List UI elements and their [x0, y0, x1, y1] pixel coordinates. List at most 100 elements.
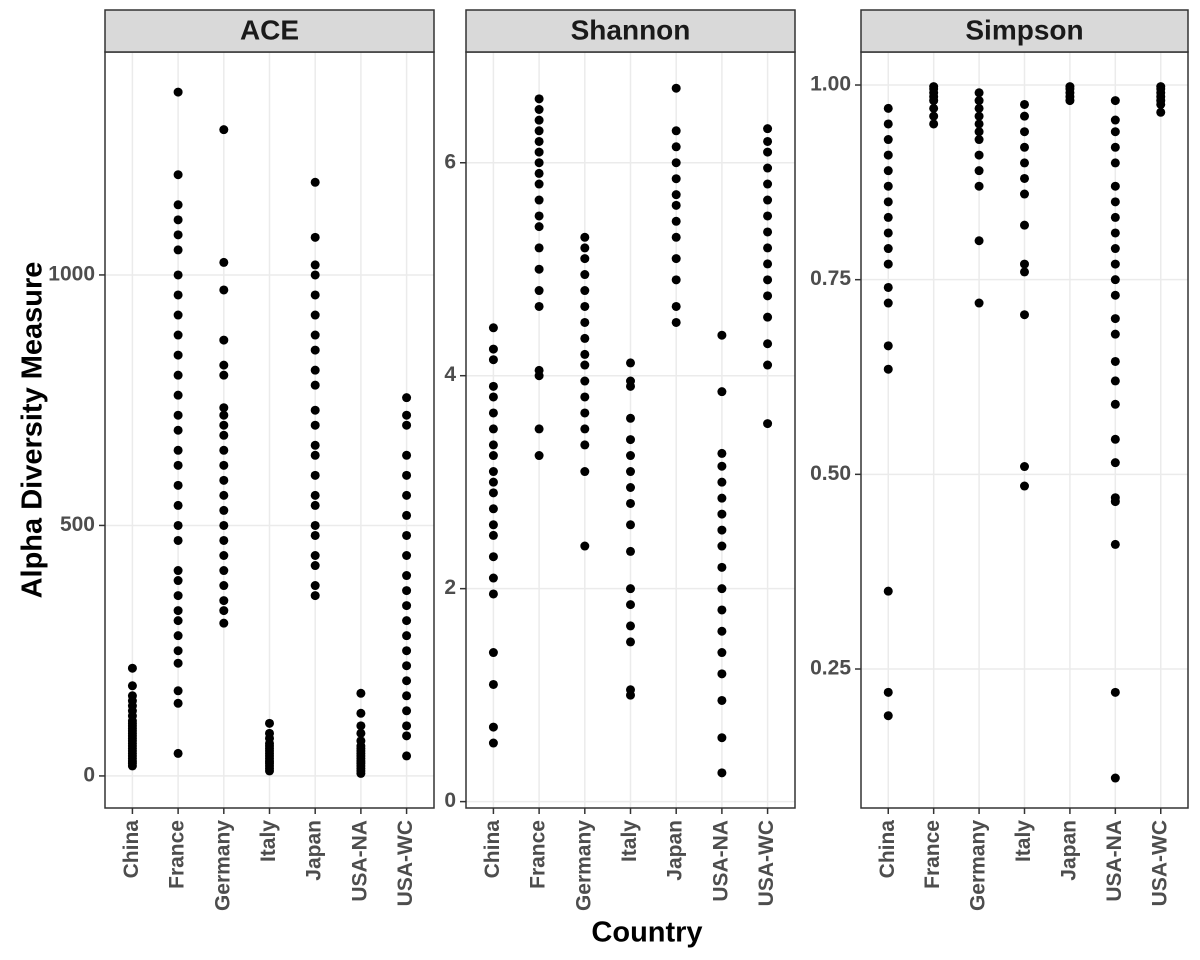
point [173, 370, 183, 380]
point [488, 520, 498, 530]
point [1110, 356, 1120, 366]
x-tick-label: France [166, 820, 189, 889]
point [534, 94, 544, 104]
point [173, 606, 183, 616]
point [488, 408, 498, 418]
x-tick-label: China [120, 820, 143, 879]
x-tick-label: China [876, 820, 899, 879]
point [402, 571, 412, 581]
point [219, 566, 229, 576]
point [974, 103, 984, 113]
point [173, 658, 183, 668]
point [717, 477, 727, 487]
point [402, 420, 412, 430]
point [671, 174, 681, 184]
point [1110, 329, 1120, 339]
point [534, 365, 544, 375]
point [1110, 458, 1120, 468]
point [310, 260, 320, 270]
point [1110, 228, 1120, 238]
point [717, 493, 727, 503]
x-tick-label: Germany [211, 820, 234, 911]
point [173, 87, 183, 97]
strip [104, 9, 435, 53]
x-tick-label: Japan [664, 820, 687, 881]
point [402, 691, 412, 701]
point [402, 510, 412, 520]
point [173, 566, 183, 576]
point [883, 119, 893, 129]
x-tick-label: Japan [303, 820, 326, 881]
point [219, 520, 229, 530]
point [1110, 314, 1120, 324]
y-tick-label: 500 [60, 513, 95, 536]
point [626, 520, 635, 530]
point [488, 467, 498, 477]
point [219, 410, 229, 420]
point [488, 477, 498, 487]
point [310, 380, 320, 390]
point [488, 381, 498, 391]
point [310, 470, 320, 480]
x-tick-label: USA-WC [1148, 820, 1171, 906]
point [974, 236, 984, 246]
point [671, 301, 681, 311]
point [717, 448, 727, 458]
point [626, 467, 635, 477]
y-tick-label: 0.50 [810, 462, 851, 485]
point [402, 393, 412, 403]
point [402, 550, 412, 560]
point [488, 722, 498, 732]
point [929, 111, 939, 121]
point [883, 364, 893, 374]
point [488, 488, 498, 498]
strip [860, 9, 1189, 53]
point [763, 195, 773, 205]
point [310, 490, 320, 500]
point [488, 504, 498, 514]
point [974, 119, 984, 129]
point [626, 435, 635, 445]
point [310, 581, 320, 591]
y-tick-label: 2 [444, 576, 456, 599]
point [974, 127, 984, 137]
point [626, 685, 635, 695]
point [763, 163, 773, 173]
point [173, 576, 183, 586]
y-tick-label: 1.00 [810, 73, 851, 96]
point [626, 413, 635, 423]
point [173, 390, 183, 400]
point [1020, 267, 1029, 277]
point [929, 82, 939, 92]
strip-title: Shannon [571, 14, 691, 45]
point [763, 360, 773, 370]
point [534, 136, 544, 146]
point [717, 461, 727, 471]
point [402, 410, 412, 420]
point [1110, 212, 1120, 222]
point [763, 419, 773, 429]
point [883, 103, 893, 113]
point [219, 430, 229, 440]
point [883, 298, 893, 308]
point [717, 695, 727, 705]
point [127, 681, 137, 691]
point [402, 751, 412, 761]
point [580, 424, 590, 434]
point [974, 150, 984, 160]
point [1065, 82, 1075, 92]
strip [465, 9, 796, 53]
point [883, 166, 893, 176]
point [534, 195, 544, 205]
point [219, 505, 229, 515]
strip-title: ACE [240, 14, 299, 45]
point [310, 420, 320, 430]
point [974, 88, 984, 98]
point [173, 480, 183, 490]
y-tick-label: 0 [83, 763, 95, 786]
point [580, 392, 590, 402]
point [173, 170, 183, 180]
point [883, 181, 893, 191]
point [310, 232, 320, 242]
point [402, 631, 412, 641]
